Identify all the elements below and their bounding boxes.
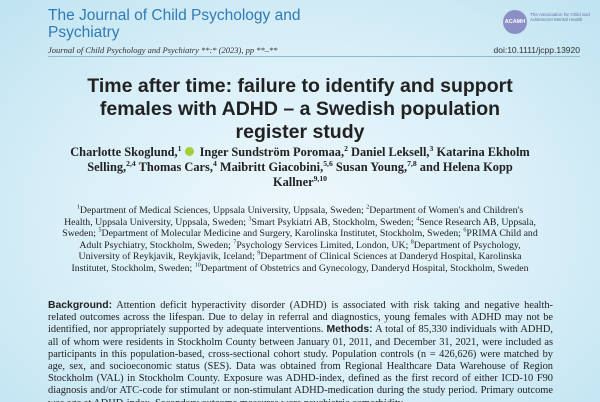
logo-text: The Association for Child and Adolescent… xyxy=(530,12,590,23)
citation: Journal of Child Psychology and Psychiat… xyxy=(48,45,278,55)
header-rule xyxy=(48,56,580,57)
article-title: Time after time: failure to identify and… xyxy=(87,75,513,143)
author-affiliation-number: 4 xyxy=(212,158,217,168)
abstract: Background: Attention deficit hyperactiv… xyxy=(48,300,553,402)
author-affiliation-number: 1 xyxy=(177,143,182,153)
abstract-section-label: Background: xyxy=(48,300,113,311)
author-affiliation-number: 5,6 xyxy=(323,158,333,168)
abstract-section-label: Methods: xyxy=(326,324,373,336)
affiliations: 1Department of Medical Sciences, Uppsala… xyxy=(62,205,538,275)
author-name[interactable]: Susan Young, xyxy=(335,160,408,174)
author-name[interactable]: Maibritt Giacobini, xyxy=(219,160,324,174)
affiliation-number: 9 xyxy=(257,251,261,258)
author-affiliation-number: 9,10 xyxy=(313,173,328,183)
author-name[interactable]: Inger Sundström Poromaa, xyxy=(199,145,345,159)
affiliation-text: Department of Psychology, University of … xyxy=(78,239,521,263)
affiliation-text: Department of Clinical Sciences at Dande… xyxy=(71,251,522,274)
affiliation-number: 4 xyxy=(416,216,420,223)
publisher-logo: ACAMH The Association for Child and Adol… xyxy=(503,10,593,36)
affiliation-text: PRIMA Child and Adult Psychiatry, Stockh… xyxy=(79,228,538,251)
author-name[interactable]: Thomas Cars, xyxy=(138,160,213,174)
author-affiliation-number: 2 xyxy=(344,143,348,153)
journal-name: The Journal of Child Psychology and Psyc… xyxy=(48,7,301,41)
logo-mark: ACAMH xyxy=(503,10,527,34)
authors: Charlotte Skoglund,1 Inger Sundström Por… xyxy=(60,145,540,190)
affiliation-number: 6 xyxy=(463,227,467,234)
affiliation-number: 8 xyxy=(410,239,414,246)
author-name[interactable]: and Helena Kopp Kallner xyxy=(272,160,513,189)
author-affiliation-number: 3 xyxy=(429,143,434,153)
affiliation-number: 5 xyxy=(98,227,102,234)
author-name[interactable]: Daniel Leksell, xyxy=(351,145,430,159)
orcid-icon[interactable] xyxy=(184,147,194,156)
affiliation-number: 7 xyxy=(233,239,237,246)
affiliation-text: Sence Research AB, Uppsala, Sweden; xyxy=(62,216,536,240)
author-name[interactable]: Katarina Ekholm Selling, xyxy=(87,145,530,174)
affiliation-text: Department of Medical Sciences, Uppsala … xyxy=(79,205,364,216)
affiliation-text: Smart Psykiatri AB, Stockholm, Sweden; xyxy=(251,216,414,228)
author-affiliation-number: 2,4 xyxy=(126,158,136,168)
affiliation-text: Department of Molecular Medicine and Sur… xyxy=(101,228,461,240)
affiliation-number: 10 xyxy=(194,262,201,269)
affiliation-text: Department of Obstetrics and Gynecology,… xyxy=(200,262,529,274)
affiliation-text: Psychology Services Limited, London, UK; xyxy=(236,239,409,251)
affiliation-number: 3 xyxy=(248,216,252,223)
author-name[interactable]: Charlotte Skoglund, xyxy=(70,145,178,159)
author-affiliation-number: 7,8 xyxy=(407,158,417,168)
affiliation-number: 2 xyxy=(366,204,370,211)
affiliation-number: 1 xyxy=(76,204,80,211)
doi[interactable]: doi:10.1111/jcpp.13920 xyxy=(493,45,581,55)
abstract-section-text: A total of 85,330 individuals with ADHD,… xyxy=(48,324,553,402)
abstract-section-text: Attention deficit hyperactivity disorder… xyxy=(48,300,553,336)
affiliation-text: Department of Women's and Children's Hea… xyxy=(64,205,524,228)
